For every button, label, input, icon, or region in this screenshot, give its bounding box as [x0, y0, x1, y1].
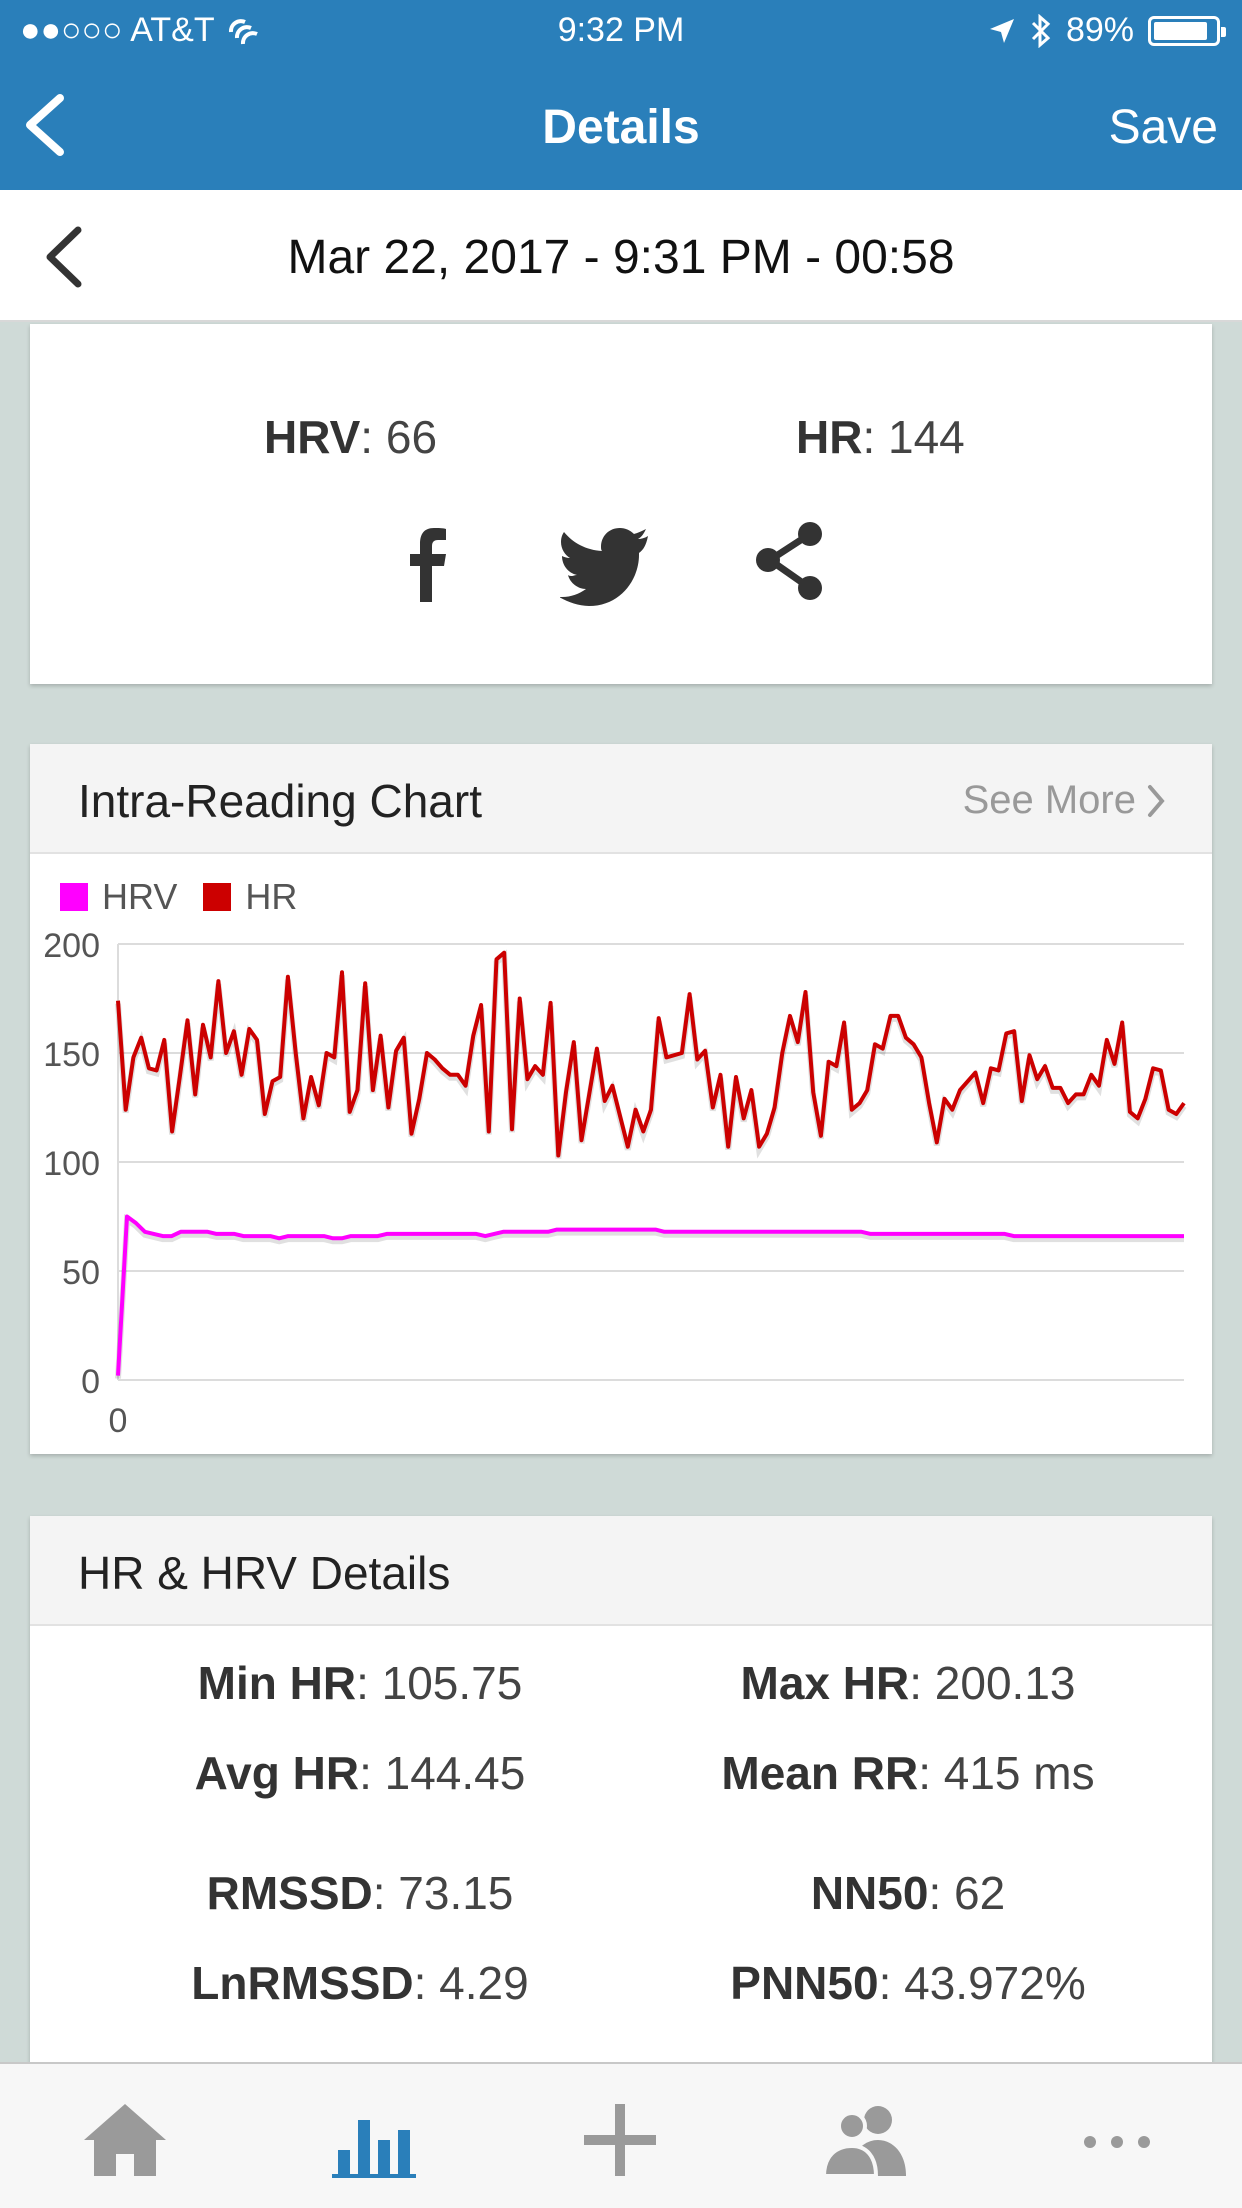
chevron-right-icon — [1148, 784, 1165, 817]
y-tick-label: 0 — [81, 1363, 100, 1401]
hr-summary-value: : 144 — [862, 411, 965, 463]
previous-reading-chevron-icon[interactable] — [40, 224, 90, 290]
people-icon[interactable] — [812, 2100, 922, 2180]
battery-icon — [1148, 15, 1226, 46]
reading-date-bar: Mar 22, 2017 - 9:31 PM - 00:58 — [0, 190, 1242, 322]
detail-left-0: Min HR: 105.75 — [198, 1656, 523, 1710]
detail-right-2: NN50: 62 — [811, 1866, 1005, 1920]
detail-label: RMSSD — [206, 1867, 373, 1919]
chart-card-header: Intra-Reading Chart See More — [30, 744, 1212, 854]
home-icon[interactable] — [70, 2100, 180, 2180]
location-icon — [989, 18, 1014, 43]
x-tick-label: 0 — [109, 1402, 128, 1440]
detail-value: : 200.13 — [909, 1657, 1076, 1709]
more-icon[interactable] — [1062, 2100, 1172, 2180]
battery-percent: 89% — [1065, 11, 1134, 49]
detail-label: LnRMSSD — [191, 1957, 414, 2009]
hrv-summary-value: : 66 — [360, 411, 438, 463]
reading-datetime: Mar 22, 2017 - 9:31 PM - 00:58 — [287, 231, 955, 284]
detail-label: Mean RR — [721, 1747, 919, 1799]
detail-left-1: Avg HR: 144.45 — [195, 1746, 526, 1800]
hrv-summary-label: HRV — [264, 411, 361, 463]
share-icon[interactable] — [742, 514, 838, 610]
save-button[interactable]: Save — [1108, 101, 1218, 154]
y-tick-label: 100 — [43, 1145, 100, 1183]
intra-reading-chart: 200 150 100 50 00 — [43, 927, 1187, 1440]
facebook-icon[interactable] — [378, 514, 474, 610]
detail-label: Min HR — [197, 1657, 357, 1709]
y-tick-label: 150 — [43, 1036, 100, 1074]
detail-right-3: PNN50: 43.972% — [730, 1956, 1085, 2010]
details-card-header: HR & HRV Details — [30, 1516, 1212, 1626]
legend-item-hrv: HRV — [60, 876, 177, 918]
details-card-title: HR & HRV Details — [78, 1547, 451, 1599]
status-time: 9:32 PM — [557, 11, 685, 49]
stats-icon[interactable] — [318, 2100, 428, 2180]
detail-value: : 43.972% — [878, 1957, 1086, 2009]
hr-summary-label: HR — [796, 411, 863, 463]
bluetooth-icon — [1031, 13, 1051, 48]
series-shadow-hr — [115, 949, 1187, 1159]
nav-title: Details — [542, 101, 700, 154]
chart-legend: HRV HR — [60, 876, 323, 918]
series-line-hrv — [116, 1214, 1184, 1376]
status-bar: ●●○○○ AT&T 9:32 PM 89% — [0, 0, 1242, 60]
series-line-hr — [116, 950, 1186, 1158]
y-tick-label: 200 — [43, 927, 100, 965]
detail-right-1: Mean RR: 415 ms — [721, 1746, 1094, 1800]
twitter-icon[interactable] — [560, 514, 656, 610]
nav-bar: Details Save — [0, 60, 1242, 190]
detail-left-2: RMSSD: 73.15 — [207, 1866, 514, 1920]
carrier-label: ●●○○○ AT&T — [20, 11, 215, 49]
intra-reading-chart-card: Intra-Reading Chart See More HRV HR 200 1… — [30, 744, 1212, 1454]
legend-item-hr: HR — [203, 876, 297, 918]
detail-value: : 73.15 — [372, 1867, 514, 1919]
legend-swatch-hr — [203, 883, 232, 911]
detail-value: : 4.29 — [413, 1957, 529, 2009]
see-more-label: See More — [962, 778, 1136, 822]
detail-value: : 105.75 — [356, 1657, 523, 1709]
legend-swatch-hrv — [60, 883, 88, 911]
detail-label: NN50 — [810, 1867, 929, 1919]
detail-label: PNN50 — [730, 1957, 879, 2009]
y-tick-label: 50 — [62, 1254, 100, 1292]
detail-label: Avg HR — [194, 1747, 360, 1799]
legend-label-hrv: HRV — [102, 876, 178, 917]
back-chevron-icon[interactable] — [18, 92, 78, 158]
carrier-group: ●●○○○ AT&T — [20, 11, 265, 50]
wifi-calling-icon — [228, 18, 258, 44]
add-icon[interactable] — [565, 2100, 675, 2180]
detail-value: : 144.45 — [359, 1747, 526, 1799]
series-shadow-hrv — [115, 1213, 1184, 1379]
hrv-summary: HRV: 66 — [264, 410, 437, 464]
see-more-link[interactable]: See More — [963, 778, 1166, 823]
hr-summary: HR: 144 — [796, 410, 965, 464]
summary-card: HRV: 66 HR: 144 — [30, 324, 1212, 684]
detail-right-0: Max HR: 200.13 — [741, 1656, 1076, 1710]
detail-value: : 62 — [928, 1867, 1006, 1919]
chart-card-title: Intra-Reading Chart — [78, 775, 482, 827]
status-right: 89% — [988, 11, 1226, 50]
legend-label-hr: HR — [245, 876, 298, 917]
detail-value: : 415 ms — [918, 1747, 1095, 1799]
tab-bar — [0, 2062, 1242, 2208]
detail-label: Max HR — [740, 1657, 910, 1709]
detail-left-3: LnRMSSD: 4.29 — [191, 1956, 528, 2010]
